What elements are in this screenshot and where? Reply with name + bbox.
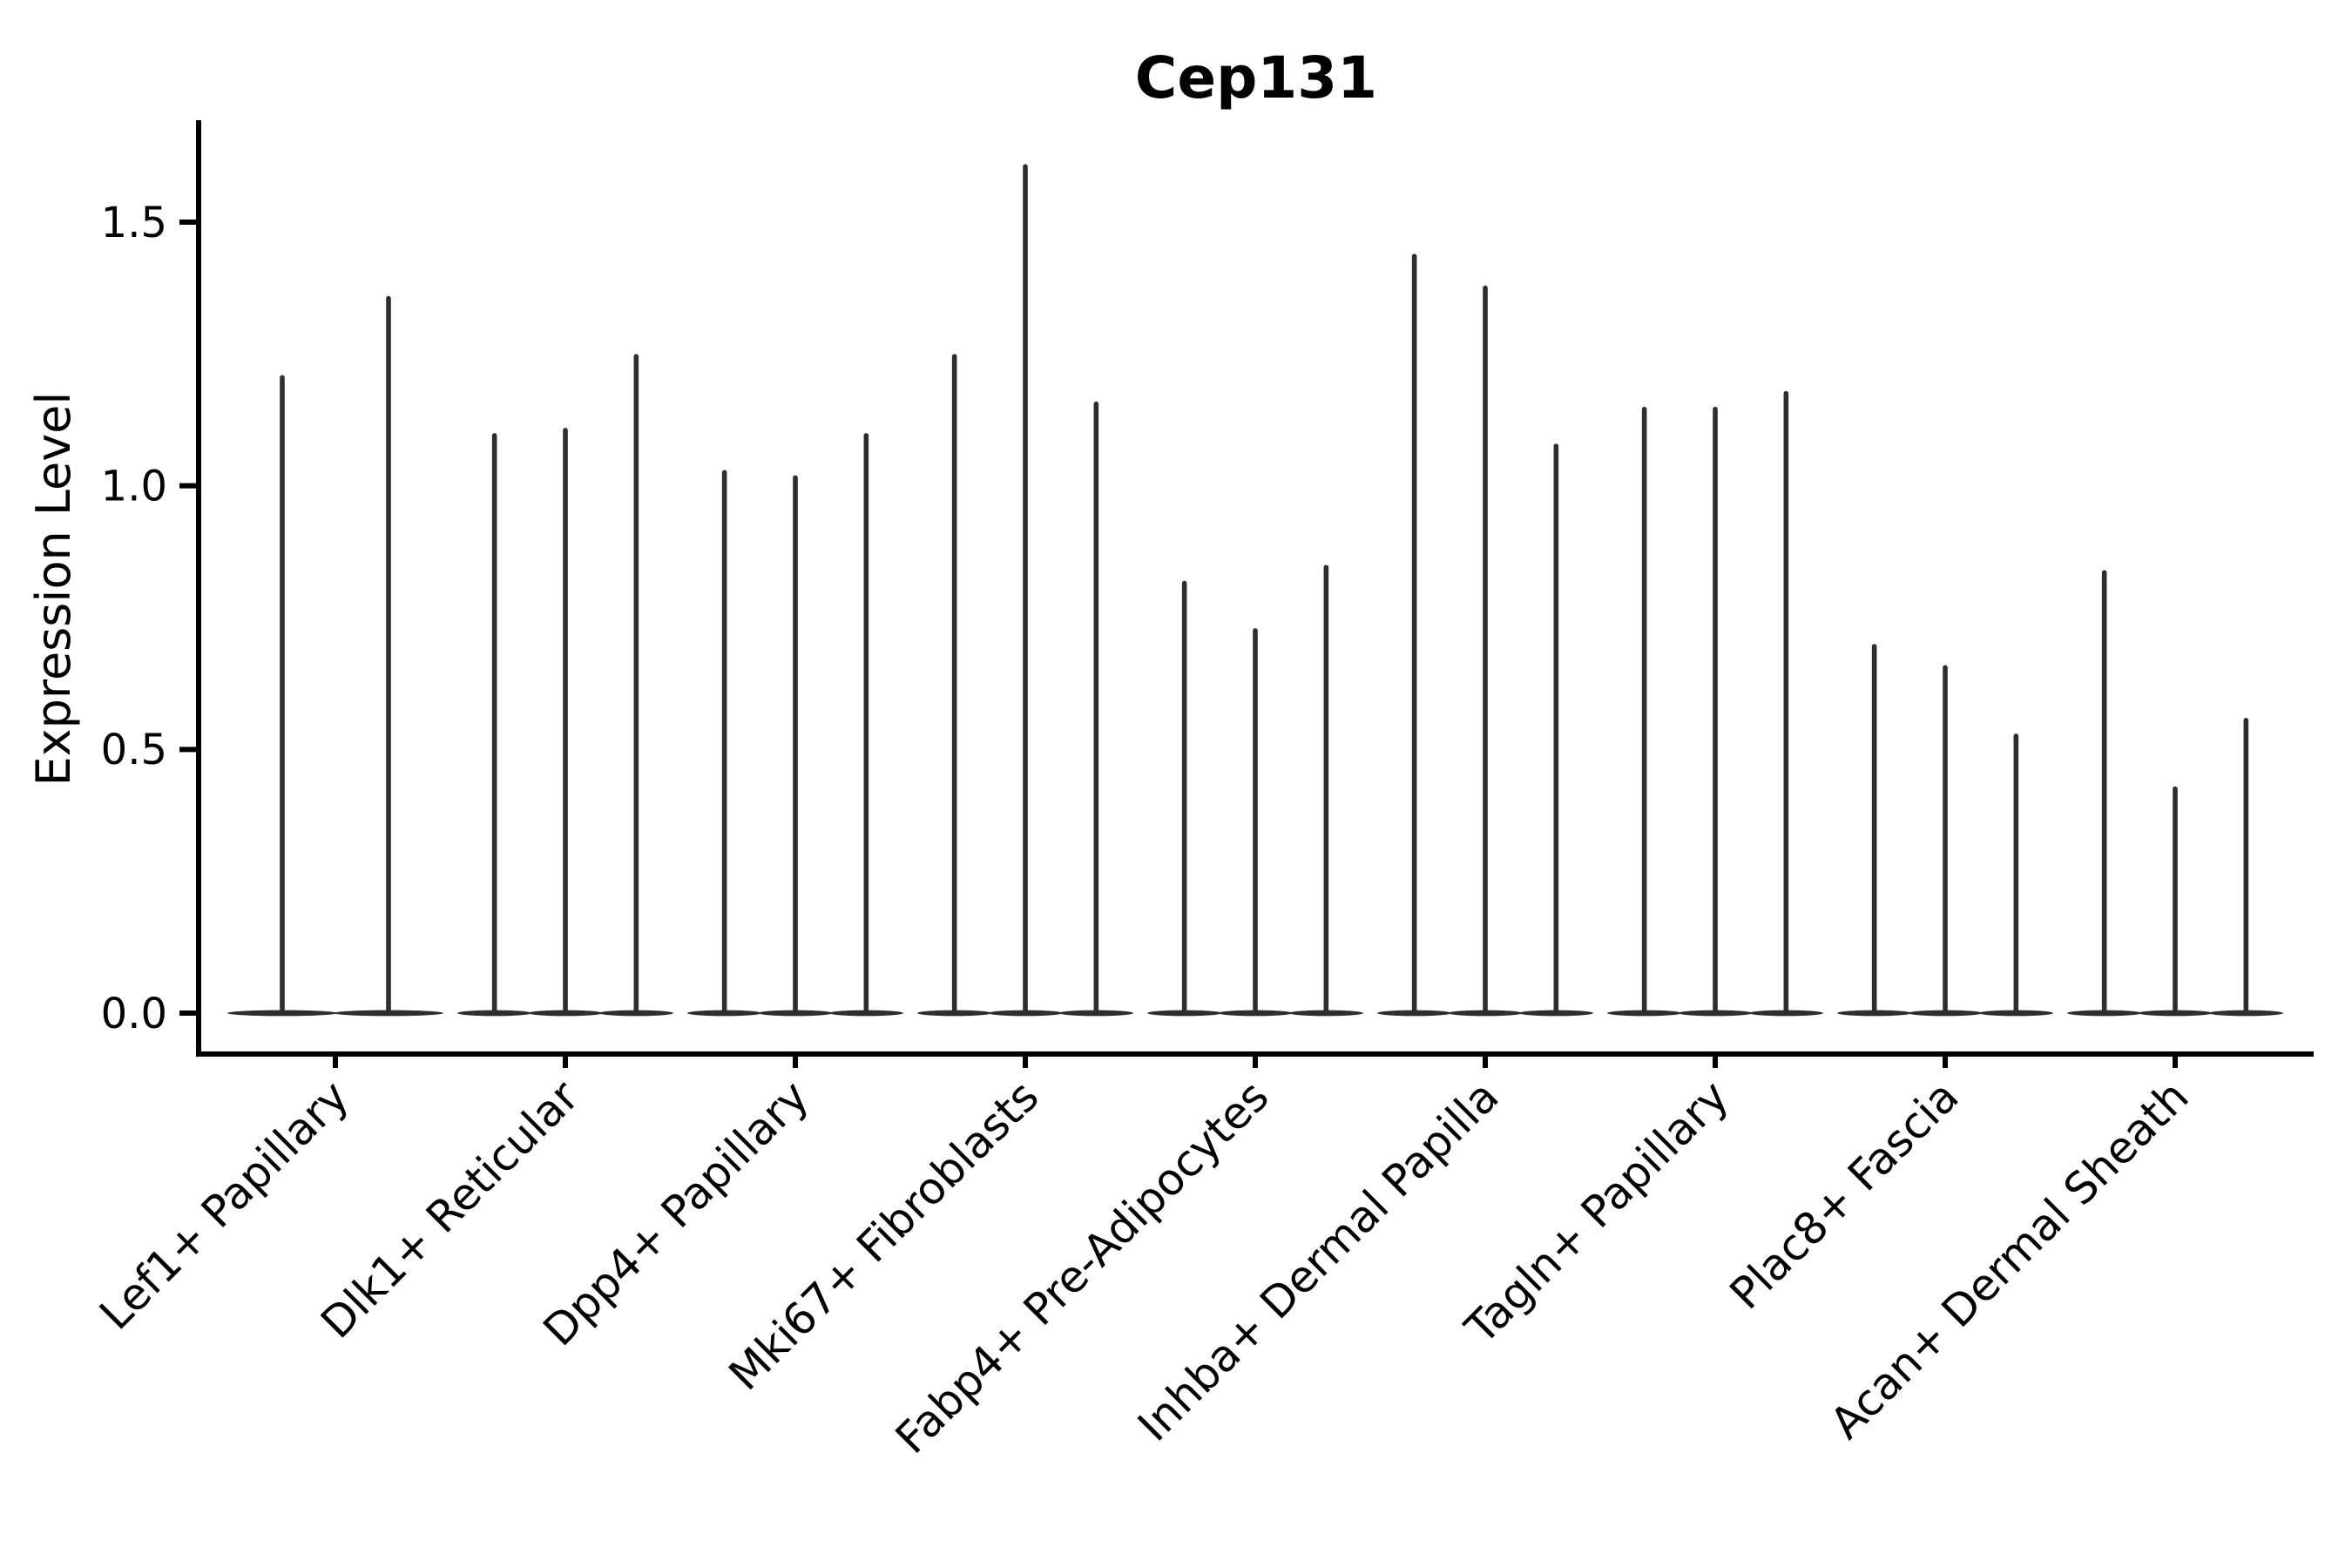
x-axis-category-label: Plac8+ Fascia [1720,1071,1969,1319]
x-axis-category-label: Fabp4+ Pre-Adipocytes [886,1071,1279,1463]
x-axis-category-label: Lef1+ Papillary [90,1071,358,1339]
y-axis-ticks: 0.0 0.5 1.0 1.5 [101,199,196,1038]
y-tick-label: 0.0 [101,990,167,1038]
y-tick-label: 1.5 [101,199,167,247]
chart-title: Cep131 [1135,44,1377,112]
x-axis-ticks [333,1057,2178,1068]
y-axis-label: Expression Level [26,392,81,787]
y-tick-label: 0.5 [101,726,167,774]
y-tick-label: 1.0 [101,462,167,510]
violins [227,164,2283,1017]
